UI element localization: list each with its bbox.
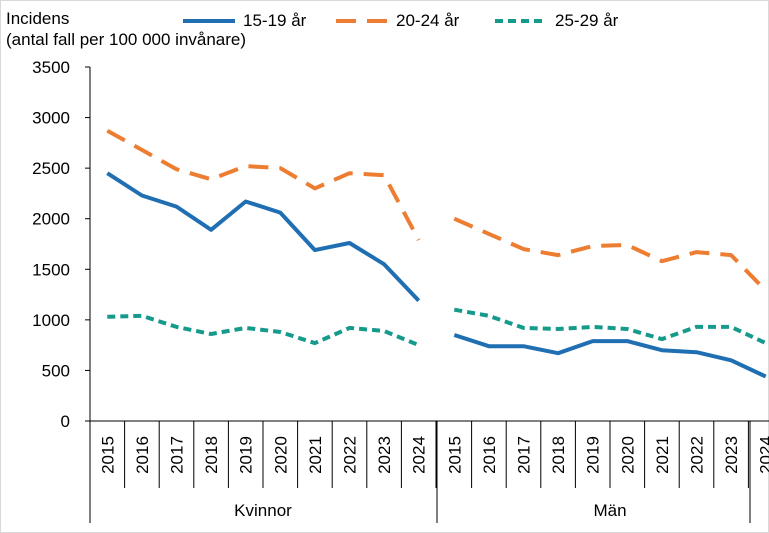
x-tick-label: 2018 [549,436,568,474]
y-tick-label: 1000 [32,311,70,330]
y-axis-title: Incidens (antal fall per 100 000 invånar… [6,9,247,49]
x-tick-label: 2024 [410,436,429,474]
series-line-1-1 [453,216,768,292]
y-tick-label: 1500 [32,260,70,279]
y-tick-label: 2000 [32,210,70,229]
x-tick-label: 2017 [168,436,187,474]
legend-label-15-19: 15-19 år [243,11,307,30]
y-tick-label: 3500 [32,58,70,77]
x-tick-label: 2015 [98,436,117,474]
legend-label-20-24: 20-24 år [396,11,460,30]
x-tick-label: 2022 [341,436,360,474]
legend-label-25-29: 25-29 år [555,11,619,30]
x-tick-label: 2018 [202,436,221,474]
series-line-2-1 [453,307,767,345]
x-tick-label: 2016 [480,436,499,474]
x-tick-label: 2020 [271,436,290,474]
x-tick-label: 2020 [618,436,637,474]
series-line-0-1 [453,333,767,379]
series-line-2-0 [107,313,420,347]
x-tick-label: 2024 [757,436,769,474]
x-tick-label: 2016 [133,436,152,474]
y-tick-label: 0 [61,412,70,431]
x-tick-label: 2022 [688,436,707,474]
legend-swatch-15-19 [183,19,235,23]
y-tick-label: 2500 [32,159,70,178]
series-line-1-0 [106,128,421,241]
x-tick-label: 2019 [584,436,603,474]
legend-item-20-24: 20-24 år [336,10,459,32]
x-tick-label: 2015 [445,436,464,474]
x-tick-label: 2023 [375,436,394,474]
y-tick-label: 3000 [32,109,70,128]
legend-item-15-19: 15-19 år [183,10,306,32]
x-tick-label: 2017 [515,436,534,474]
legend-swatch-20-24 [336,19,388,23]
legend-swatch-25-29 [495,19,547,23]
series-line-0-0 [106,171,421,302]
x-tick-label: 2019 [237,436,256,474]
x-tick-label: 2021 [306,436,325,474]
legend-item-25-29: 25-29 år [495,10,618,32]
x-tick-label: 2021 [653,436,672,474]
x-tick-label: 2023 [722,436,741,474]
group-label: Män [593,501,626,520]
y-tick-label: 500 [42,361,70,380]
group-label: Kvinnor [234,501,292,520]
